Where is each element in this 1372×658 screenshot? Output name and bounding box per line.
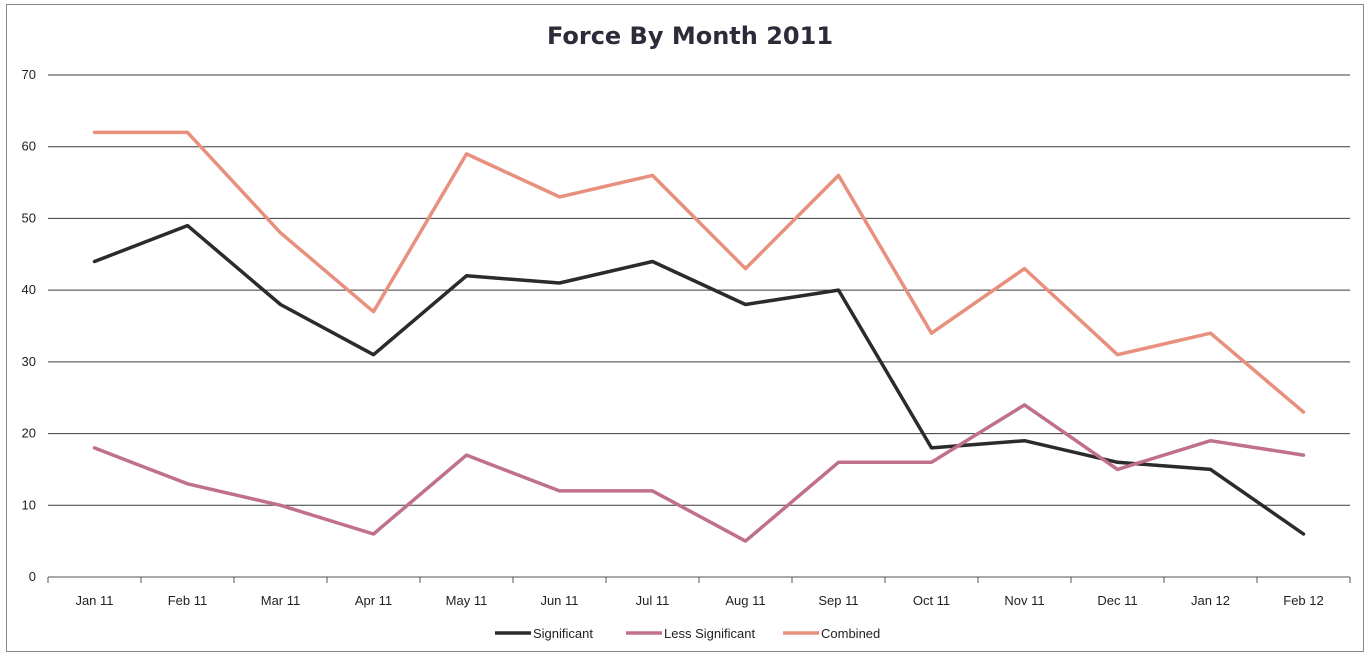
data-point: [837, 461, 840, 464]
data-point: [93, 131, 96, 134]
data-point: [744, 539, 747, 543]
data-point: [279, 504, 282, 507]
series-line-2: [92, 130, 1306, 414]
data-point: [372, 532, 375, 536]
x-tick-label: Dec 11: [1097, 593, 1137, 608]
data-point: [465, 453, 468, 457]
chart-title: Force By Month 2011: [547, 22, 833, 50]
x-tick-label: Mar 11: [261, 593, 301, 608]
x-tick-label: Jan 12: [1191, 593, 1230, 608]
y-tick-label: 40: [22, 282, 36, 297]
data-point: [93, 446, 96, 450]
gridlines: [48, 74, 1350, 578]
y-axis: 0 10 20 30 40 50 60 70: [22, 67, 36, 584]
x-tick-label: Jan 11: [75, 593, 113, 608]
data-point: [1209, 468, 1212, 471]
data-point: [279, 231, 282, 234]
legend-label-0: Significant: [533, 626, 593, 641]
data-point: [1302, 532, 1305, 536]
x-tick-label: Jul 11: [636, 593, 670, 608]
y-tick-label: 10: [22, 497, 36, 512]
legend-label-1: Less Significant: [664, 626, 755, 641]
x-tick-label: Apr 11: [355, 593, 392, 608]
data-point: [744, 267, 747, 270]
y-tick-label: 30: [22, 354, 36, 369]
x-tick-label: Feb 12: [1283, 593, 1323, 608]
x-axis: Jan 11 Feb 11 Mar 11 Apr 11 May 11 Jun 11 Jul …: [47, 577, 1351, 608]
data-point: [465, 274, 468, 277]
data-point: [651, 489, 654, 493]
data-point: [930, 461, 933, 464]
data-point: [186, 482, 189, 485]
x-tick-label: Sep 11: [818, 593, 858, 608]
data-point: [558, 195, 561, 199]
data-point: [558, 281, 561, 285]
data-point: [1023, 403, 1026, 407]
data-point: [558, 489, 561, 493]
chart-frame: [6, 4, 1364, 652]
data-point: [186, 131, 189, 134]
data-point: [1116, 353, 1119, 356]
data-point: [1116, 461, 1119, 464]
data-point: [651, 174, 654, 177]
data-point: [930, 446, 933, 450]
data-point: [279, 303, 282, 306]
data-point: [651, 260, 654, 263]
data-point: [1023, 439, 1026, 442]
y-tick-label: 60: [22, 139, 36, 154]
y-tick-label: 20: [22, 426, 36, 441]
data-point: [372, 310, 375, 313]
legend-label-2: Combined: [821, 626, 880, 641]
x-tick-label: Nov 11: [1004, 593, 1044, 608]
series-lines: [92, 130, 1306, 543]
series-line-0: [92, 223, 1306, 536]
data-point: [1209, 331, 1212, 335]
data-point: [1116, 468, 1119, 471]
y-tick-label: 0: [29, 569, 36, 584]
data-point: [1023, 267, 1026, 270]
data-point: [1302, 410, 1305, 414]
x-tick-label: Aug 11: [725, 593, 765, 608]
x-tick-label: Oct 11: [913, 593, 950, 608]
x-tick-label: May 11: [446, 593, 488, 608]
data-point: [186, 224, 189, 227]
data-point: [744, 303, 747, 306]
data-point: [465, 152, 468, 156]
data-point: [1209, 439, 1212, 442]
data-point: [930, 331, 933, 335]
series-line-1: [92, 403, 1306, 543]
x-tick-label: Feb 11: [168, 593, 208, 608]
data-point: [1302, 453, 1305, 457]
data-point: [837, 174, 840, 177]
data-point: [93, 260, 96, 263]
data-point: [372, 353, 375, 356]
data-point: [837, 288, 840, 292]
legend: Significant Less Significant Combined: [495, 626, 880, 641]
y-tick-label: 70: [22, 67, 36, 82]
y-tick-label: 50: [22, 210, 36, 225]
x-tick-label: Jun 11: [540, 593, 578, 608]
